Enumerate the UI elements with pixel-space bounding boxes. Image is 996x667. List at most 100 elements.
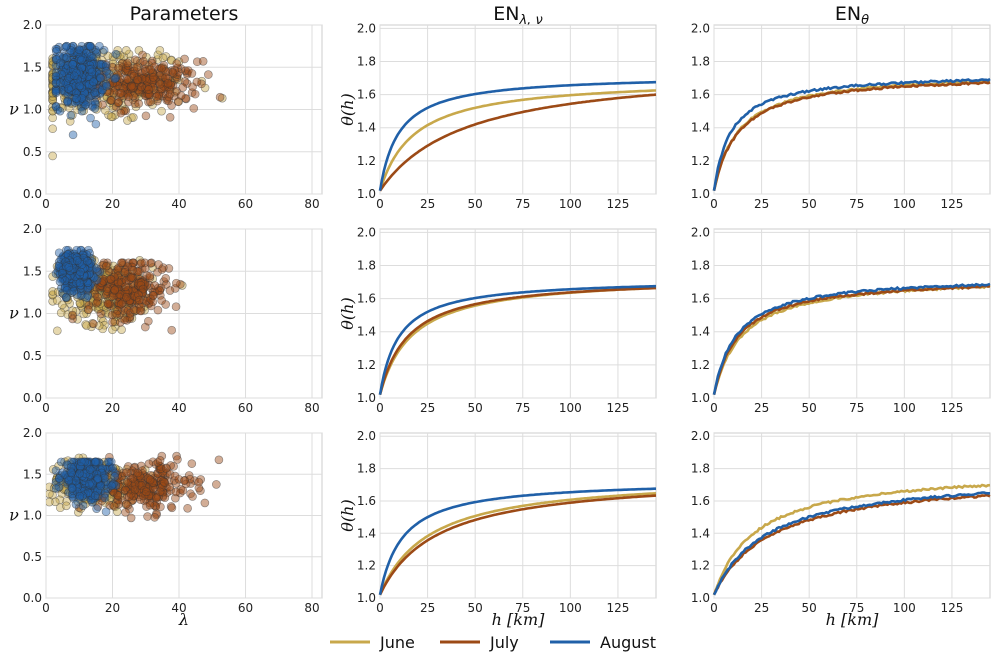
scatter-point	[110, 74, 120, 84]
x-tick-label: 100	[559, 401, 582, 415]
panel-r1-c1: 0 20 40 60 80 0.0 0.5 1.0 1.5 2.0 ν	[9, 18, 323, 211]
y-tick-label: 1.0	[357, 391, 376, 405]
y-tick-label: 2.0	[357, 21, 376, 35]
scatter-point	[133, 468, 142, 478]
curve-august	[712, 77, 991, 191]
scatter-point	[57, 300, 67, 310]
scatter-point	[212, 480, 221, 489]
scatter-point	[157, 106, 166, 116]
scatter-point	[85, 80, 94, 89]
scatter-point	[143, 512, 152, 521]
scatter-point	[187, 69, 197, 78]
scatter-point	[98, 100, 107, 110]
scatter-point	[75, 54, 85, 64]
scatter-point	[66, 45, 76, 55]
x-tick-label: 125	[606, 401, 629, 415]
plot-area	[379, 24, 657, 195]
scatter-point	[89, 319, 98, 329]
scatter-point	[113, 81, 122, 90]
y-tick-label: 1.8	[357, 462, 376, 476]
scatter-point	[76, 457, 86, 467]
scatter-point	[116, 108, 126, 118]
scatter-point	[90, 88, 99, 97]
scatter-point	[130, 485, 140, 495]
y-tick-label: 2.0	[23, 222, 42, 236]
scatter-point	[134, 290, 143, 299]
scatter-point	[77, 106, 87, 116]
scatter-point	[123, 61, 133, 70]
scatter-point	[106, 274, 116, 284]
scatter-point	[51, 78, 61, 87]
scatter-point	[164, 92, 174, 102]
scatter-point	[145, 475, 155, 485]
scatter-point	[71, 500, 81, 509]
scatter-point	[129, 305, 139, 315]
scatter-point	[152, 92, 161, 101]
scatter-point	[124, 492, 134, 502]
panel-r2-c2: 0 25 50 75 100 125 1.0 1.2 1.4 1.6 1.8 2.0 θ(h)	[338, 225, 657, 415]
scatter-point	[133, 267, 143, 276]
scatter-point	[154, 260, 163, 269]
scatter-point	[75, 492, 85, 501]
scatter-point	[135, 306, 145, 316]
scatter-point	[95, 73, 105, 82]
y-axis-label: θ(h)	[338, 499, 357, 531]
scatter-point	[114, 263, 123, 273]
scatter-point	[55, 106, 65, 116]
scatter-point	[198, 56, 208, 66]
scatter-point	[115, 51, 125, 60]
x-tick-label: 25	[754, 197, 769, 211]
scatter-point	[64, 263, 74, 272]
legend-label: August	[600, 633, 656, 652]
scatter-point	[71, 476, 81, 486]
y-tick-label: 1.2	[357, 358, 376, 372]
scatter-point	[91, 119, 101, 129]
scatter-point	[155, 79, 165, 89]
y-tick-label: 1.8	[357, 258, 376, 272]
scatter-point	[92, 264, 101, 273]
scatter-point	[120, 267, 130, 277]
y-tick-label: 1.0	[691, 391, 710, 405]
scatter-point	[103, 284, 112, 294]
plot-area	[713, 432, 991, 599]
scatter-point	[112, 309, 122, 319]
x-tick-label: 80	[304, 197, 319, 211]
scatter-point	[187, 459, 197, 468]
scatter-point	[137, 82, 146, 92]
y-axis-label: ν	[9, 506, 19, 525]
scatter-point	[174, 67, 184, 77]
scatter-point	[157, 296, 166, 305]
y-tick-label: 2.0	[691, 429, 710, 443]
scatter-point	[181, 94, 191, 104]
x-tick-label: 25	[420, 601, 435, 615]
scatter-point	[136, 303, 146, 312]
scatter-point	[91, 90, 100, 100]
scatter-point	[107, 112, 116, 122]
scatter-point	[180, 54, 189, 64]
x-tick-label: 50	[802, 401, 817, 415]
scatter-point	[58, 103, 67, 113]
scatter-point	[61, 79, 71, 88]
y-axis-label: θ(h)	[338, 297, 357, 329]
y-tick-label: 1.8	[357, 54, 376, 68]
y-tick-label: 1.0	[691, 187, 710, 201]
scatter-point	[103, 299, 113, 308]
scatter-point	[66, 111, 76, 120]
scatter-point	[64, 84, 73, 93]
scatter-point	[52, 326, 62, 336]
scatter-point	[48, 106, 57, 116]
scatter-point	[51, 71, 61, 81]
scatter-point	[110, 285, 120, 295]
scatter-point	[76, 267, 85, 277]
y-tick-label: 2.0	[23, 18, 42, 32]
scatter-point	[183, 503, 192, 513]
scatter-point	[104, 299, 113, 309]
scatter-point	[163, 78, 173, 88]
scatter-point	[167, 325, 177, 335]
scatter-point	[62, 53, 71, 62]
y-tick-label: 1.5	[23, 467, 42, 481]
scatter-point	[137, 258, 146, 268]
y-tick-label: 0.0	[23, 391, 42, 405]
x-tick-label: 75	[515, 197, 530, 211]
scatter-point	[127, 262, 137, 272]
